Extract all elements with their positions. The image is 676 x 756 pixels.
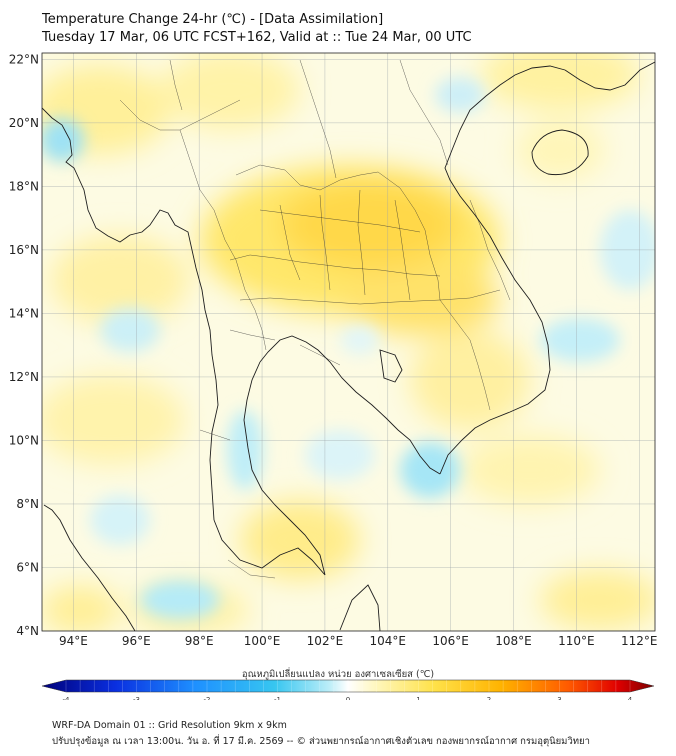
colorbar-label: อุณหภูมิเปลี่ยนแปลง หน่วย องศาเซลเซียส (… [241,669,435,680]
longitude-tick-label: 98°E [185,634,214,648]
latitude-tick-label: 6°N [16,560,39,574]
colorbar-tick-label: 0 [346,696,350,700]
colorbar-tick-label: 1 [416,696,420,700]
colorbar-tick-label: -2 [204,696,211,700]
colorbar-tick-label: 2 [487,696,491,700]
colorbar-tick-label: -1 [274,696,281,700]
latitude-tick-label: 8°N [16,497,39,511]
longitude-tick-label: 106°E [432,634,469,648]
colorbar-ticks: -4 -3 -2 -1 0 1 2 3 4 [63,680,633,700]
latitude-tick-label: 14°N [9,306,39,320]
longitude-tick-label: 108°E [495,634,532,648]
longitude-labels: 94°E 96°E 98°E 100°E 102°E 104°E 106°E 108°E 110… [59,634,658,648]
temperature-map: 94°E 96°E 98°E 100°E 102°E 104°E 106°E 108°E 110… [9,52,658,700]
longitude-tick-label: 94°E [59,634,88,648]
coastlines [42,61,655,631]
longitude-tick-label: 112°E [621,634,658,648]
latitude-tick-label: 12°N [9,370,39,384]
latitude-tick-label: 18°N [9,179,39,193]
colorbar-bar [41,679,655,693]
map-gridlines [42,53,655,631]
map-title: Temperature Change 24-hr (℃) - [Data Ass… [42,12,384,27]
colorbar-tick-label: 3 [557,696,561,700]
longitude-tick-label: 96°E [122,634,151,648]
colorbar-tick-label: 4 [628,696,633,700]
colorbar-tick-label: -3 [133,696,140,700]
footer-model-info: WRF-DA Domain 01 :: Grid Resolution 9km … [52,720,287,731]
footer-credit: ปรับปรุงข้อมูล ณ เวลา 13:00น. วัน อ. ที่… [52,736,590,747]
longitude-tick-label: 100°E [244,634,281,648]
latitude-tick-label: 16°N [9,243,39,257]
colorbar: -4 -3 -2 -1 0 1 2 3 4 [41,679,655,700]
latitude-labels: 22°N 20°N 18°N 16°N 14°N 12°N 10°N 8°N 6°N 4°N [9,52,39,638]
latitude-tick-label: 4°N [16,624,39,638]
latitude-tick-label: 20°N [9,116,39,130]
admin-boundaries [119,59,511,579]
longitude-tick-label: 104°E [370,634,407,648]
temperature-field [42,53,655,631]
map-subtitle: Tuesday 17 Mar, 06 UTC FCST+162, Valid a… [42,30,472,45]
latitude-tick-label: 10°N [9,433,39,447]
latitude-tick-label: 22°N [9,52,39,66]
longitude-tick-label: 102°E [307,634,344,648]
colorbar-tick-label: -4 [63,696,71,700]
map-frame [41,52,656,632]
longitude-tick-label: 110°E [558,634,595,648]
